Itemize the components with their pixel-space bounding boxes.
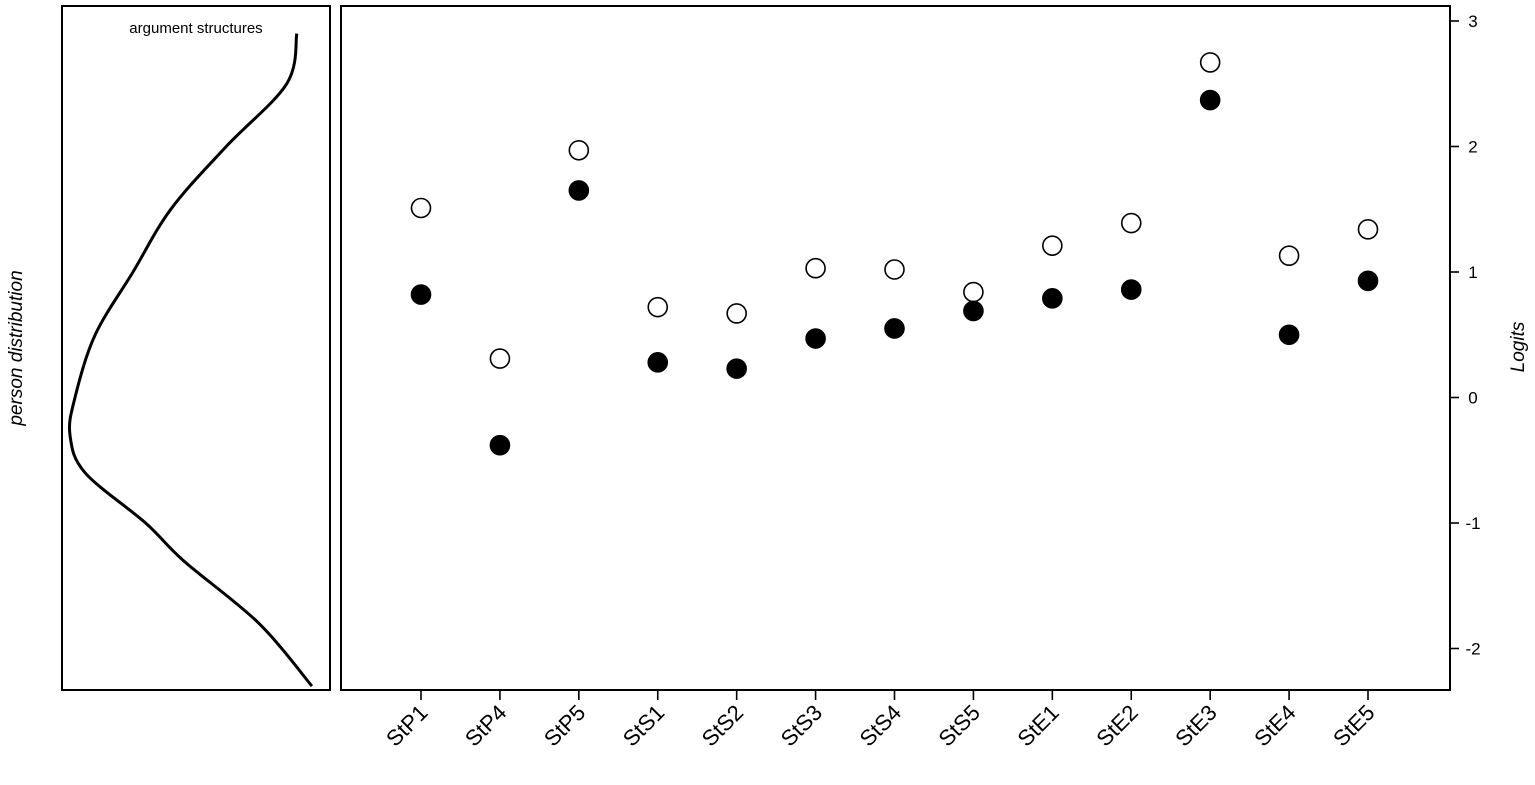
open-point <box>568 139 590 161</box>
x-tick-label: StP4 <box>460 700 511 751</box>
y-tick-label: 1 <box>1468 263 1477 282</box>
x-tick-label: StS2 <box>697 700 748 751</box>
left-panel-frame <box>61 5 331 691</box>
item-threshold-panel: -2 -1 0 1 2 3 StP1 StP4 StP5 StS1 StS2 StS3 StS4 StS… <box>340 5 1529 751</box>
x-tick-label: StS5 <box>934 700 985 751</box>
filled-point <box>489 434 511 456</box>
y-tick-label: 3 <box>1468 12 1477 31</box>
filled-point <box>568 180 590 201</box>
x-tick-label: StE1 <box>1012 700 1063 751</box>
y-tick-label: 2 <box>1468 138 1477 157</box>
open-point <box>963 281 984 303</box>
open-point <box>1120 212 1142 234</box>
right-panel-frame <box>340 5 1451 691</box>
open-point <box>726 303 747 324</box>
filled-point <box>1120 279 1142 300</box>
left-panel-title: argument structures <box>129 20 262 37</box>
x-tick-label: StP5 <box>539 700 590 751</box>
x-tick-label: StE2 <box>1091 700 1142 751</box>
filled-point <box>647 352 669 373</box>
y-axis: -2 -1 0 1 2 3 <box>1450 12 1481 659</box>
open-point <box>1199 52 1221 73</box>
x-tick-label: StS4 <box>855 700 906 751</box>
x-axis: StP1 StP4 StP5 StS1 StS2 StS3 StS4 StS5 StE1 StE2… <box>381 690 1380 751</box>
filled-point <box>1199 89 1221 111</box>
open-point <box>805 257 826 279</box>
y-tick-label: -1 <box>1465 514 1480 533</box>
open-point <box>489 348 511 369</box>
open-point <box>647 296 669 318</box>
x-tick-label: StP1 <box>381 700 432 751</box>
filled-point <box>1357 270 1379 292</box>
x-tick-label: StS3 <box>776 700 827 751</box>
filled-point <box>1042 288 1063 309</box>
left-panel-ylabel: person distribution <box>6 270 27 426</box>
points-layer <box>410 52 1379 456</box>
filled-point <box>805 328 826 349</box>
filled-point <box>410 284 432 305</box>
open-point <box>884 259 905 280</box>
filled-point <box>963 300 984 322</box>
x-tick-label: StE3 <box>1170 700 1221 751</box>
x-tick-label: StS1 <box>618 700 669 751</box>
person-distribution-panel: argument structures person distribution <box>6 5 331 691</box>
density-curve <box>67 33 314 688</box>
filled-point <box>1278 324 1300 346</box>
open-point <box>410 197 432 219</box>
open-point <box>1278 245 1300 266</box>
open-point <box>1357 219 1379 240</box>
x-tick-label: StE5 <box>1328 700 1379 751</box>
y-tick-label: -2 <box>1465 640 1480 659</box>
right-panel-ylabel: Logits <box>1508 321 1529 372</box>
density-layer <box>67 33 314 688</box>
filled-point <box>726 358 747 379</box>
filled-point <box>884 318 905 339</box>
open-point <box>1042 235 1063 256</box>
y-tick-label: 0 <box>1468 389 1477 408</box>
x-tick-label: StE4 <box>1249 700 1300 751</box>
